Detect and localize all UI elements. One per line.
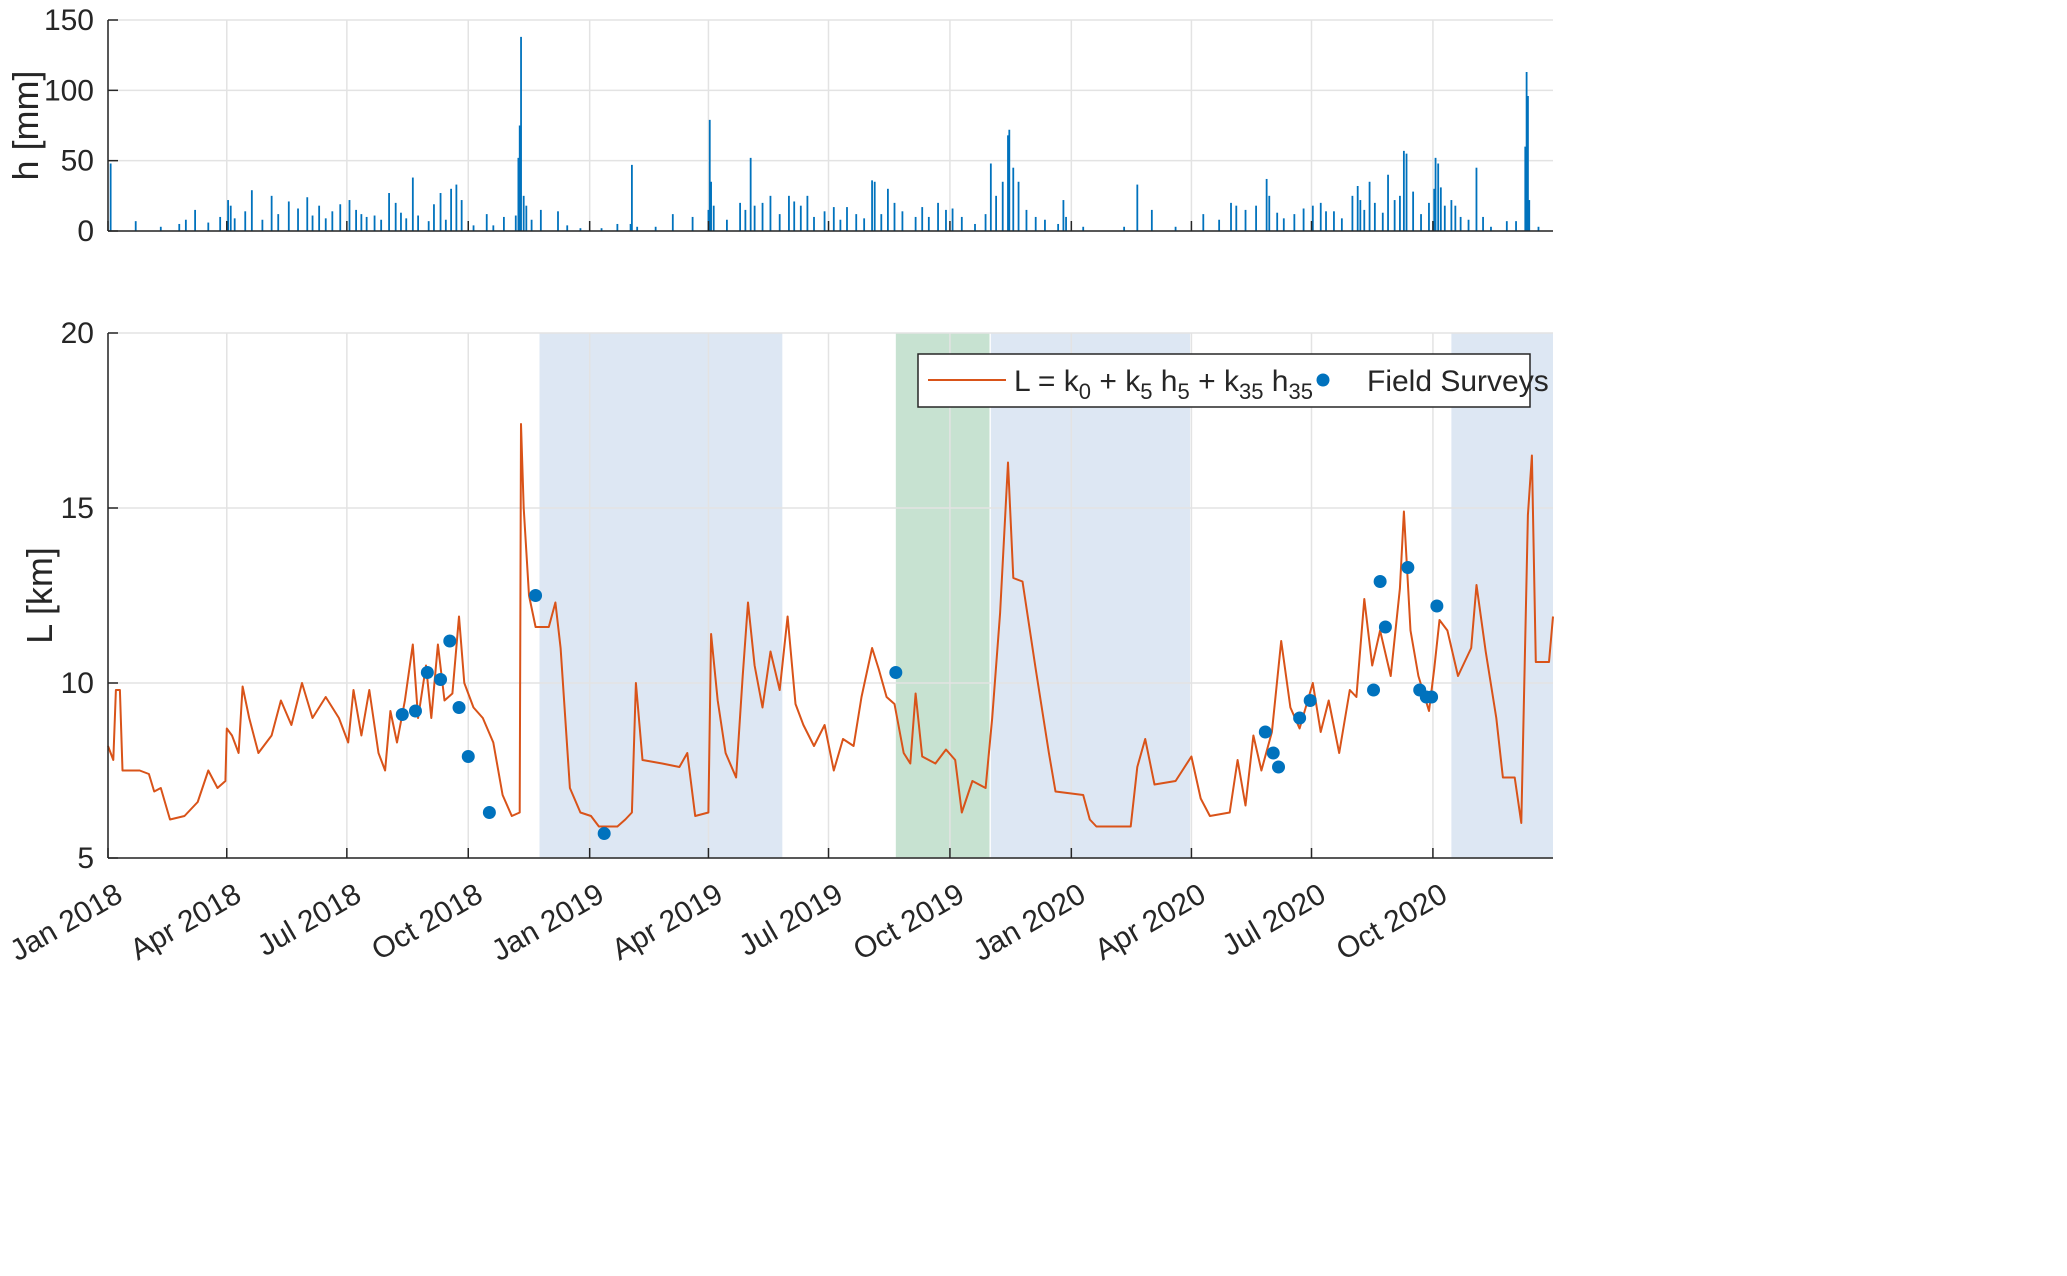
field-survey-point [1258, 725, 1272, 739]
top-y-tick-label: 100 [44, 74, 94, 107]
shaded-period [990, 333, 1191, 858]
field-survey-point [420, 666, 434, 679]
field-survey-point [443, 634, 457, 648]
field-survey-point [1293, 711, 1307, 725]
bottom-x-tick-label: Oct 2019 [848, 877, 970, 966]
field-survey-point [395, 708, 409, 721]
shaded-period [1451, 333, 1553, 858]
shaded-period [539, 333, 783, 858]
field-survey-point [1266, 746, 1280, 760]
legend-subscript: 5 [1140, 379, 1152, 404]
legend-text-part: + k [1091, 365, 1141, 398]
bottom-grid [107, 332, 1553, 859]
legend-dot-label: Field Surveys [1367, 365, 1549, 398]
field-survey-point [1367, 683, 1381, 697]
top-y-tick-label: 50 [61, 145, 94, 178]
field-survey-points [395, 561, 1444, 840]
bottom-y-axis-label: L [km] [19, 547, 60, 644]
field-survey-point [1378, 620, 1392, 634]
top-y-axis-label: h [mm] [5, 70, 46, 180]
legend-text-part: L = k [1014, 365, 1080, 398]
bottom-x-tick-label: Apr 2020 [1089, 877, 1211, 966]
legend-subscript: 5 [1178, 379, 1190, 404]
field-survey-point [1373, 575, 1387, 588]
top-y-tick-label: 150 [44, 4, 94, 37]
bottom-x-tick-label: Jul 2020 [1217, 877, 1332, 962]
top-grid [107, 19, 1553, 232]
legend-dot-swatch [1316, 373, 1330, 387]
legend-subscript: 35 [1288, 379, 1312, 404]
top-axes: 0 50 100 150 [44, 4, 1553, 248]
rainfall-panel: 0 50 100 150 h [mm] [5, 4, 1553, 248]
field-survey-point [434, 673, 448, 686]
bottom-y-tick-label: 5 [77, 842, 94, 875]
field-survey-point [1303, 694, 1317, 707]
bottom-x-tick-label: Jan 2019 [486, 877, 609, 967]
bottom-y-tick-label: 15 [61, 492, 94, 525]
bottom-x-tick-label: Jul 2019 [734, 877, 849, 962]
bottom-y-tick-label: 20 [61, 317, 94, 350]
bottom-x-tick-label: Oct 2018 [366, 877, 488, 966]
field-survey-point [1401, 561, 1415, 574]
legend-box [917, 353, 1531, 408]
legend-text-part: + k [1190, 365, 1240, 398]
field-survey-point [597, 827, 611, 840]
field-survey-point [408, 704, 422, 718]
legend: L = k0 + k5 h5 + k35 h35 Field Surveys [917, 353, 1549, 408]
bottom-x-tick-label: Oct 2020 [1331, 877, 1453, 966]
bottom-y-tick-label: 10 [61, 667, 94, 700]
bottom-x-tick-label: Apr 2019 [606, 877, 728, 966]
rainfall-bars [109, 36, 1540, 231]
legend-subscript: 35 [1239, 379, 1263, 404]
field-survey-point [461, 750, 475, 763]
field-survey-point [452, 701, 466, 714]
bottom-x-tick-label: Jan 2020 [968, 877, 1091, 967]
legend-text-part: h [1152, 365, 1177, 398]
bottom-x-tick-label: Jan 2018 [4, 877, 127, 967]
legend-line-label: L = k0 + k5 h5 + k35 h35 [1014, 365, 1313, 404]
top-y-tick-label: 0 [77, 215, 94, 248]
field-survey-point [1425, 690, 1439, 704]
shaded-period [895, 333, 990, 858]
field-survey-point [529, 589, 543, 602]
legend-text-part: h [1263, 365, 1288, 398]
field-survey-point [1430, 599, 1444, 613]
bottom-x-tick-label: Apr 2018 [125, 877, 247, 966]
model-line [107, 423, 1554, 828]
field-survey-point [482, 806, 496, 819]
field-survey-point [889, 666, 903, 679]
field-survey-point [1272, 760, 1286, 774]
legend-subscript: 0 [1079, 379, 1091, 404]
model-line-layer [107, 423, 1554, 828]
bottom-x-tick-label: Jul 2018 [252, 877, 367, 962]
